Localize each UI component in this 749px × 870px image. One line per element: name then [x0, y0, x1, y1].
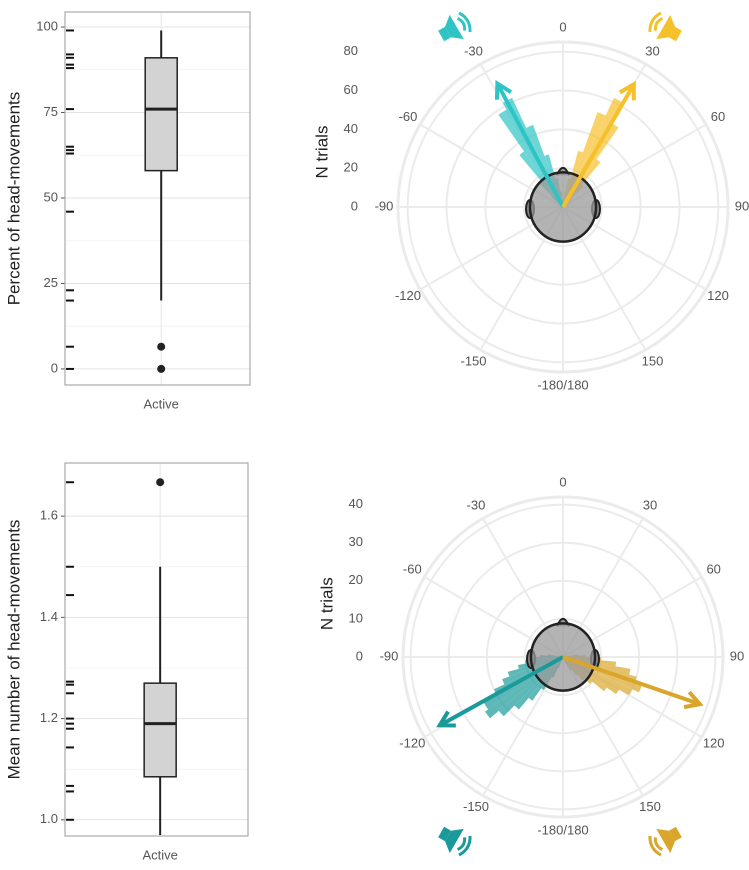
y-tick-label: 1.4 — [40, 609, 58, 624]
mean-arrow — [561, 83, 636, 209]
speaker-icon — [648, 826, 682, 857]
y-tick-label: 100 — [36, 18, 58, 33]
angle-tick-label: -120 — [395, 288, 421, 303]
r-tick-label: 80 — [344, 43, 358, 58]
angle-tick-label: -30 — [464, 43, 483, 58]
angle-tick-label: -150 — [463, 799, 489, 814]
angle-tick-label: 60 — [706, 561, 720, 576]
r-tick-label: 40 — [349, 496, 363, 511]
angle-tick-label: -180/180 — [537, 377, 588, 392]
box — [143, 682, 177, 778]
r-tick-label: 0 — [351, 198, 358, 213]
angle-tick-label: 150 — [642, 353, 664, 368]
angle-tick-label: -60 — [399, 109, 418, 124]
angle-tick-label: -30 — [467, 498, 486, 513]
r-tick-label: 0 — [356, 648, 363, 663]
angle-tick-label: 120 — [707, 288, 729, 303]
angle-tick-label: 150 — [639, 799, 661, 814]
outlier — [156, 478, 165, 487]
angle-tick-label: -150 — [460, 353, 486, 368]
y-axis-title: Percent of head-movements — [4, 92, 23, 306]
panel-border — [64, 462, 249, 837]
outlier — [157, 342, 166, 351]
y-tick-label: 1.0 — [40, 811, 58, 826]
angle-tick-label: 0 — [559, 19, 566, 34]
angle-tick-label: -90 — [375, 198, 394, 213]
mean-arrow — [438, 655, 564, 728]
speaker-icon — [438, 826, 472, 857]
mean-arrow — [562, 655, 701, 707]
y-axis-title: Mean number of head-movements — [4, 520, 23, 780]
arrow-head — [683, 690, 704, 710]
angle-tick-label: 30 — [643, 498, 657, 513]
r-tick-label: 10 — [349, 610, 363, 625]
arrow-head — [436, 710, 456, 728]
angle-tick-label: 90 — [735, 198, 749, 213]
angle-tick-label: 120 — [703, 735, 725, 750]
angle-tick-label: 60 — [711, 109, 725, 124]
y-tick-label: 25 — [44, 275, 58, 290]
angle-tick-label: -90 — [380, 648, 399, 663]
angle-tick-label: 0 — [559, 474, 566, 489]
angle-tick-label: -120 — [399, 735, 425, 750]
panel-border — [64, 11, 251, 386]
angle-tick-label: -60 — [403, 561, 422, 576]
y-tick-label: 1.2 — [40, 710, 58, 725]
r-axis-title: N trials — [317, 577, 336, 630]
r-tick-label: 30 — [349, 534, 363, 549]
x-tick-label: Active — [142, 847, 177, 862]
y-tick-label: 1.6 — [40, 508, 58, 523]
r-tick-label: 20 — [349, 572, 363, 587]
speaker-icon — [438, 11, 472, 42]
arrow-head — [494, 80, 513, 100]
y-tick-label: 0 — [51, 360, 58, 375]
mean-arrow — [495, 82, 565, 208]
angle-tick-label: 30 — [645, 43, 659, 58]
r-tick-label: 40 — [344, 121, 358, 136]
y-tick-label: 50 — [44, 189, 58, 204]
arrow-head — [618, 80, 636, 101]
angle-tick-label: -180/180 — [537, 822, 588, 837]
speaker-icon — [648, 11, 682, 42]
angle-tick-label: 90 — [730, 648, 744, 663]
box — [144, 57, 178, 172]
y-tick-label: 75 — [44, 104, 58, 119]
r-tick-label: 20 — [344, 160, 358, 175]
outlier — [157, 364, 166, 373]
x-tick-label: Active — [143, 396, 178, 411]
r-axis-title: N trials — [312, 126, 331, 179]
r-tick-label: 60 — [344, 82, 358, 97]
